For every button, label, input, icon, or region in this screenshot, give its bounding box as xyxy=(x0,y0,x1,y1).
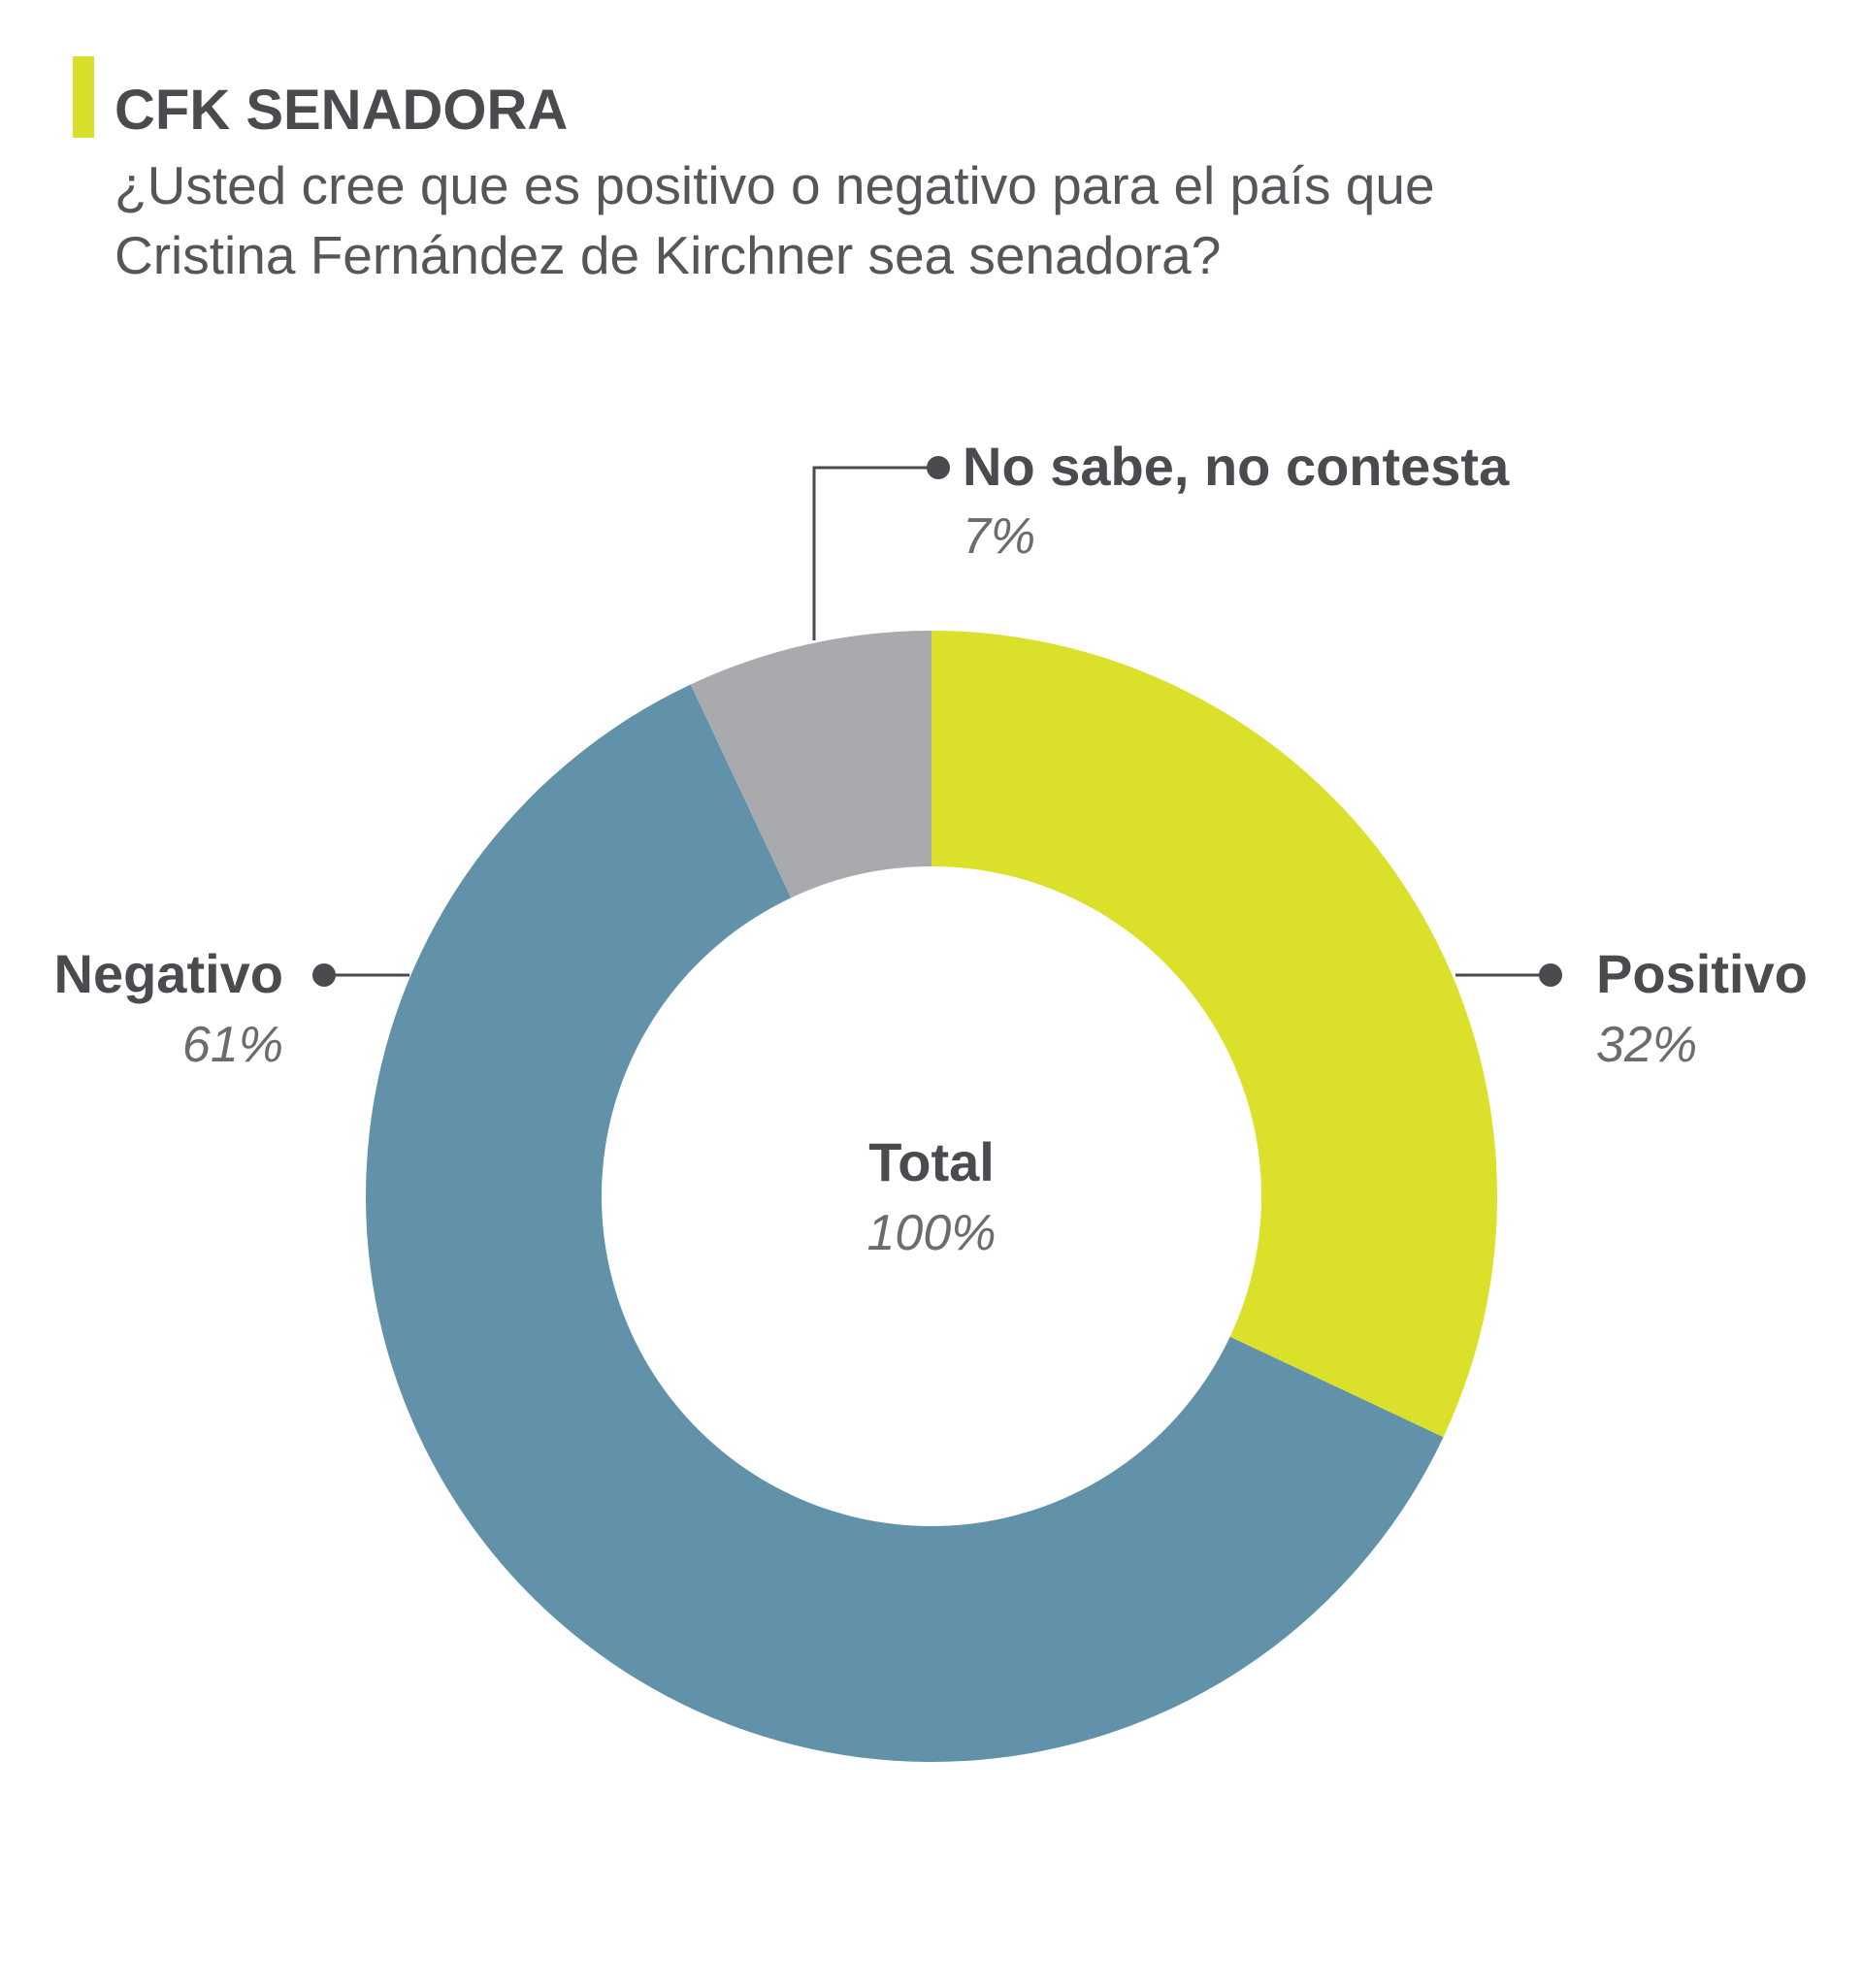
label-negativo-value: 61% xyxy=(182,1017,283,1073)
donut-slice-negativo xyxy=(366,684,1444,1762)
leader-line-nsnc xyxy=(812,466,938,640)
donut-slice-positivo xyxy=(932,631,1498,1438)
label-nsnc-name: No sabe, no contesta xyxy=(963,436,1510,497)
donut-slice-no-sabe-no-contesta xyxy=(690,631,932,898)
chart-title: CFK SENADORA xyxy=(114,79,569,142)
leader-lines xyxy=(312,456,1562,987)
subtitle-line-1: ¿Usted cree que es positivo o negativo p… xyxy=(114,155,1435,215)
subtitle-line-2: Cristina Fernández de Kirchner sea senad… xyxy=(114,225,1222,285)
label-positivo-name: Positivo xyxy=(1596,943,1808,1004)
center-value: 100% xyxy=(867,1205,997,1261)
leader-dot-nsnc xyxy=(927,456,950,479)
label-positivo-value: 32% xyxy=(1596,1017,1697,1073)
center-label: Total xyxy=(868,1131,995,1192)
label-negativo-name: Negativo xyxy=(54,943,284,1004)
leader-dot-positivo xyxy=(1539,963,1562,987)
label-nsnc-value: 7% xyxy=(963,508,1035,565)
donut-slices xyxy=(366,631,1498,1762)
chart-subtitle: ¿Usted cree que es positivo o negativo p… xyxy=(114,150,1435,290)
title-accent-bar xyxy=(73,56,94,138)
leader-dot-negativo xyxy=(312,963,336,987)
